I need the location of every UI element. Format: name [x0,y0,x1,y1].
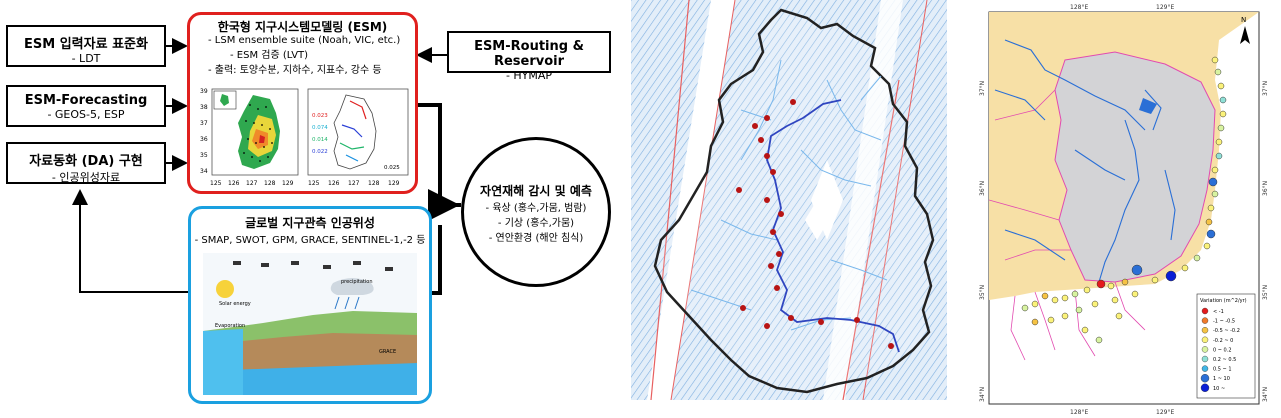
hazard-line-2: - 기상 (홍수,가뭄) [497,218,575,229]
soil-map-ytick: 35 [200,152,208,159]
validation-value: 0.014 [312,137,328,143]
soil-map-xtick: 129 [282,180,294,187]
validation-value: 0.074 [312,125,328,131]
legend-swatch [1201,327,1209,334]
korean-esm-title: 한국형 지구시스템모델링 (ESM) [217,20,388,34]
esm-validation-map: 0.023 0.074 0.014 0.022 0.025 125 126 12… [306,85,412,189]
esm-forecasting-box: ESM-Forecasting - GEOS-5, ESP [6,85,166,127]
legend-swatch [1200,374,1210,383]
legend-label: 0 ~ 0.2 [1213,347,1232,353]
gauge-stations [736,99,894,349]
water-cycle-illustration: Solar energy precipitation Evaporation G… [203,253,417,395]
soil-map-ytick: 34 [200,168,208,175]
map-right-tick: 34°N [1262,387,1269,402]
korean-esm-line-1: - LSM ensemble suite (Noah, VIC, etc.) [208,35,401,46]
map-right-tick: 37°N [1262,81,1269,96]
validation-value: 0.023 [312,113,328,119]
wc-label-precip: precipitation [341,279,373,285]
satellite-sub: - SMAP, SWOT, GPM, GRACE, SENTINEL-1,-2 … [194,235,426,246]
satellite-title: 글로벌 지구관측 인공위성 [245,216,375,230]
map-left-tick: 34°N [979,387,986,402]
korean-esm-line-3: - 출력: 토양수분, 지하수, 지표수, 강수 등 [208,65,382,76]
wc-label-evap: Evaporation [215,323,245,329]
map-top-tick: 128°E [1070,4,1088,11]
da-sub: - 인공위성자료 [51,171,121,184]
da-title: 자료동화 (DA) 구현 [29,154,143,169]
legend-swatch [1201,346,1209,353]
esm-input-sub: - LDT [71,52,101,65]
map-top-tick: 129°E [1156,4,1174,11]
legend-label: 0.5 ~ 1 [1213,367,1232,373]
hazard-line-1: - 육상 (홍수,가뭄, 범람) [485,203,587,214]
coastal-variation-map: 128°E 129°E 128°E 129°E 37°N 36°N 35°N 3… [975,0,1273,418]
legend-swatch [1200,383,1210,392]
connector-satellite-to-hazard [432,225,442,295]
legend-label: < -1 [1213,309,1224,315]
soil-map-ytick: 39 [200,88,208,95]
legend-swatch [1201,365,1209,372]
north-arrow-icon: N [1240,16,1250,44]
soil-map-xtick: 127 [246,180,258,187]
map-bottom-tick: 129°E [1156,409,1174,416]
korean-esm-line-2: - ESM 검증 (LVT) [230,50,309,61]
legend-label: 10 ~ [1213,386,1225,392]
validation-map-xtick: 129 [388,180,400,187]
legend-swatch [1201,317,1209,324]
map-right-tick: 36°N [1262,181,1269,196]
map-left-tick: 37°N [979,81,986,96]
hazard-circle: 자연재해 감시 및 예측 - 육상 (홍수,가뭄, 범람) - 기상 (홍수,가… [461,137,611,287]
soil-map-xtick: 125 [210,180,222,187]
svg-text:N: N [1241,16,1246,24]
satellite-box: 글로벌 지구관측 인공위성 - SMAP, SWOT, GPM, GRACE, … [188,206,432,404]
basin-swath-map [631,0,947,400]
legend-swatch [1201,355,1209,363]
esm-routing-sub: - HYMAP [505,69,553,82]
soil-map-xtick: 128 [264,180,276,187]
legend-label: -0.2 ~ 0 [1213,338,1233,344]
esm-soil-map: 39 38 37 36 35 34 125 126 127 128 129 [198,85,302,189]
legend-label: -0.5 ~ -0.2 [1213,328,1240,334]
hazard-title: 자연재해 감시 및 예측 [480,184,592,198]
legend-label: 1 ~ 10 [1213,376,1230,382]
basin-outline [653,8,935,394]
legend-swatch [1201,336,1209,343]
arrow-satellite-to-da [72,189,188,293]
flow-connectors [72,38,461,295]
map-left-tick: 36°N [979,181,986,196]
validation-map-xtick: 126 [328,180,340,187]
validation-value: 0.025 [384,165,400,171]
korean-esm-box: 한국형 지구시스템모델링 (ESM) - LSM ensemble suite … [187,12,418,194]
svg-text:Variation (m^2/yr): Variation (m^2/yr) [1200,298,1247,304]
esm-routing-title: ESM-Routing & Reservoir [474,39,584,69]
esm-forecasting-sub: - GEOS-5, ESP [47,108,125,121]
validation-map-xtick: 128 [368,180,380,187]
legend-label: -1 ~ -0.5 [1213,319,1235,325]
esm-routing-box: ESM-Routing & Reservoir - HYMAP [447,31,611,82]
soil-map-ytick: 38 [200,104,208,111]
legend-swatch [1201,307,1209,315]
esm-input-box: ESM 입력자료 표준화 - LDT [6,25,166,67]
map-right-tick: 35°N [1262,285,1269,300]
connector-esm-to-hazard [418,103,461,207]
soil-map-ytick: 36 [200,136,208,143]
validation-value: 0.022 [312,149,328,155]
main-river [766,99,900,353]
validation-map-xtick: 127 [348,180,360,187]
validation-map-xtick: 125 [308,180,320,187]
wc-label-grace: GRACE [379,349,396,355]
wc-label-solar: Solar energy [219,301,251,307]
map-left-tick: 35°N [979,285,986,300]
soil-map-xtick: 126 [228,180,240,187]
variation-legend: Variation (m^2/yr) < -1 -1 ~ -0.5 -0.5 ~ -… [1196,293,1256,399]
hazard-line-3: - 연안환경 (해안 침식) [488,233,584,244]
legend-label: 0.2 ~ 0.5 [1213,357,1236,363]
map-bottom-tick: 128°E [1070,409,1088,416]
da-box: 자료동화 (DA) 구현 - 인공위성자료 [6,142,166,184]
esm-input-title: ESM 입력자료 표준화 [24,37,148,52]
soil-map-ytick: 37 [200,120,208,127]
esm-forecasting-title: ESM-Forecasting [24,93,148,108]
